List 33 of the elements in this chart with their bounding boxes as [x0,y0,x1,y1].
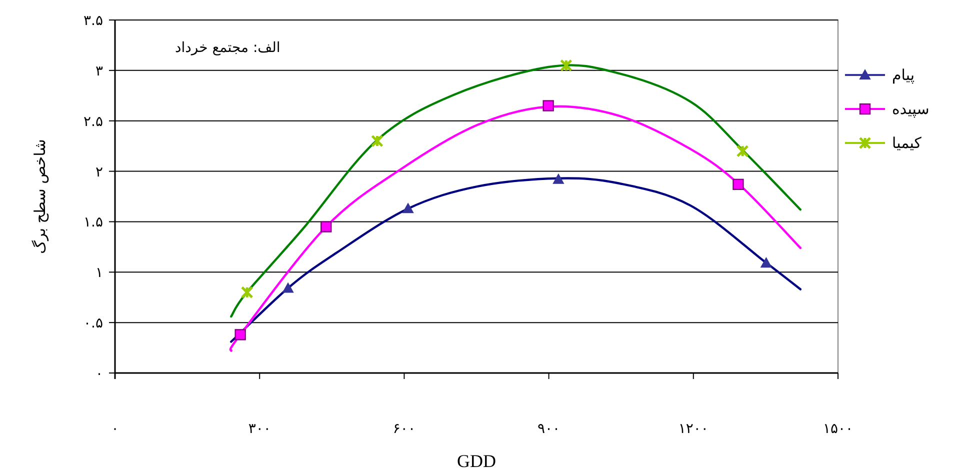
y-tick-label: ۳.۵ [84,13,103,29]
x-tick-label: ۱۵۰۰ [822,421,854,437]
point [402,203,414,214]
point [240,286,254,299]
y-tick-label: ۲ [95,164,103,180]
x-tick-label: ۳۰۰ [248,421,271,437]
point [560,59,572,72]
point [552,174,564,184]
x-axis-title: GDD [457,451,496,471]
annotation: الف: مجتمع خرداد [175,40,280,56]
point [282,282,294,293]
point [732,178,744,190]
y-tick-label: ۱ [95,265,103,282]
legend-label: سپیده [892,100,930,118]
y-tick-label: ۳ [95,63,104,80]
x-tick-label: ۹۰۰ [538,421,560,437]
point [760,258,772,268]
y-tick-label: ۲.۵ [84,114,103,130]
legend-label: پیام [892,66,915,84]
y-tick-label: ۱.۵ [84,214,103,231]
y-axis-title: شاخص سطح برگ [31,139,49,254]
point [736,144,749,158]
legend-label: کیمیا [892,134,922,152]
y-tick-label: ۰.۵ [84,316,103,332]
x-tick-label: ۰ [111,421,119,437]
point [370,134,384,148]
line-series [230,64,802,318]
point [542,100,554,112]
point [234,329,246,340]
point [320,221,332,232]
y-tick-label: ۰ [95,366,103,382]
x-tick-label: ۶۰۰ [392,421,416,437]
x-tick-label: ۱۲۰۰ [678,421,708,437]
